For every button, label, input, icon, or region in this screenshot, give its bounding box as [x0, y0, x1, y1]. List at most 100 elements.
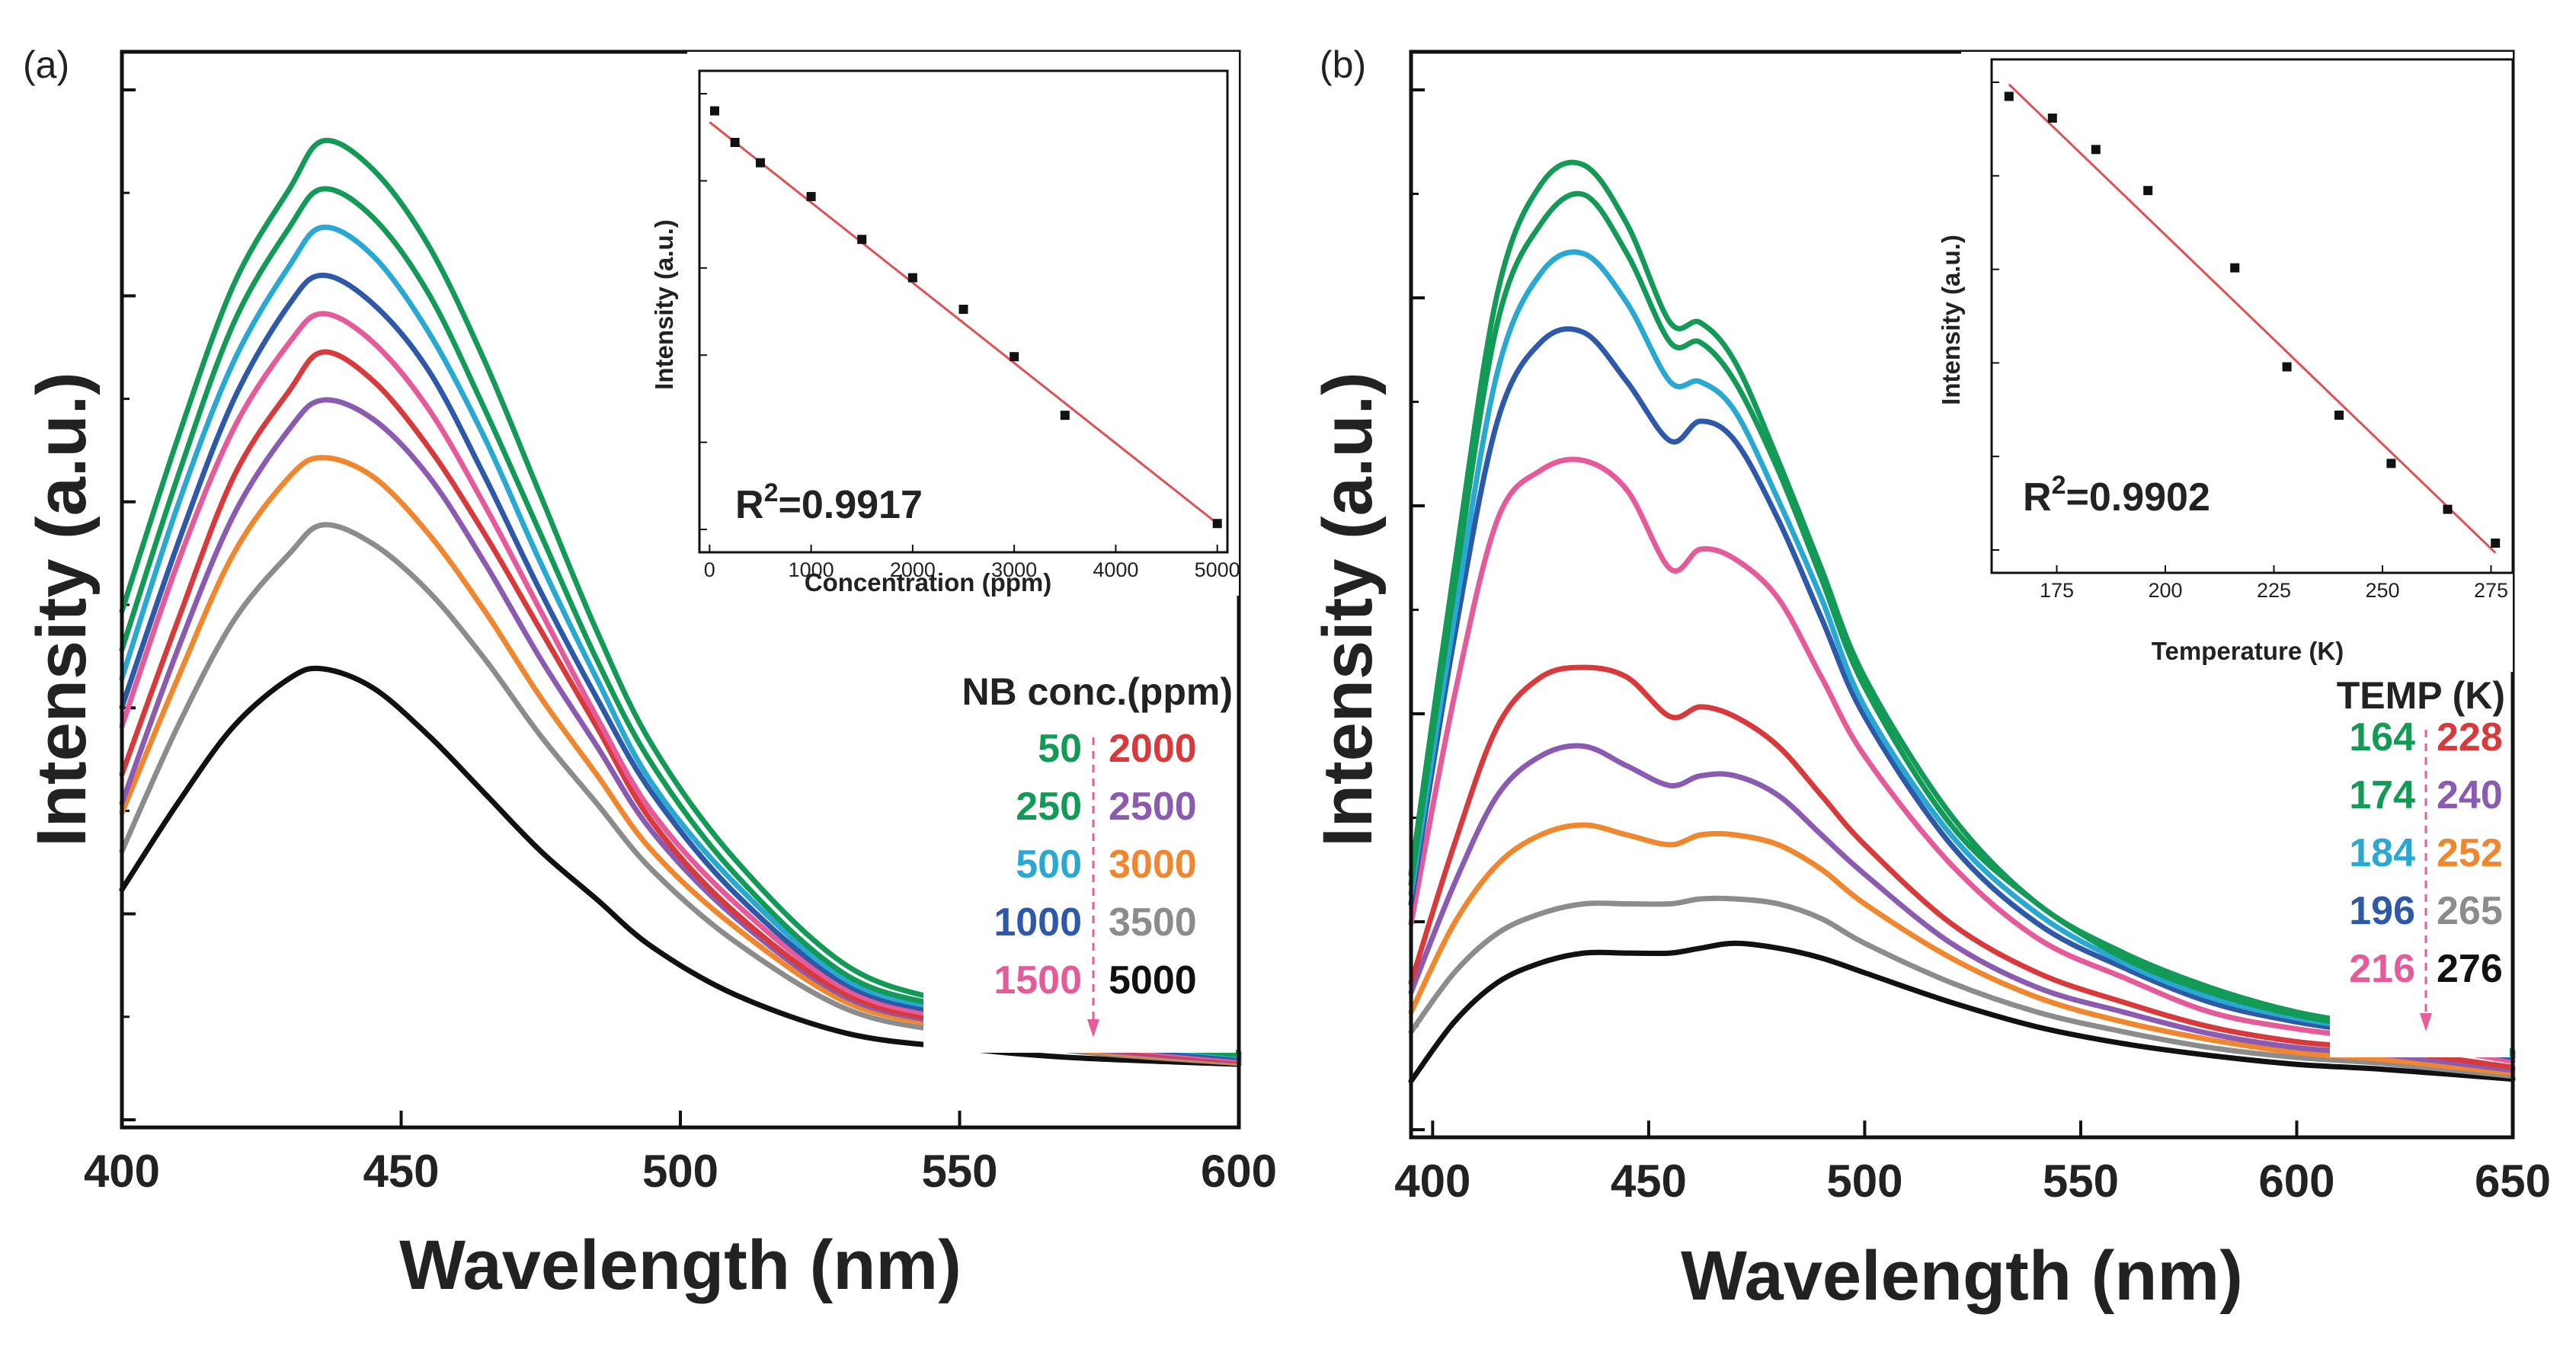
panel-b-inset-x-tick-label: 200: [2148, 579, 2182, 602]
panel-a-x-tick-label: 550: [921, 1146, 997, 1197]
panel-b-series-240: [1408, 743, 2516, 1073]
panel-b-inset-ticks: 175 200 225 250 275: [1992, 82, 2508, 602]
panel-a-inset-r2: R2=0.9917: [735, 478, 923, 527]
panel-b-series-216: [1408, 456, 2516, 1064]
panel-b-inset-point: [2004, 91, 2014, 101]
panel-a-legend-arrow-icon: [1087, 1019, 1099, 1038]
panel-a-inset-y-label: Intensity (a.u.): [650, 219, 678, 390]
panel-a-legend-entry: 500: [1016, 843, 1082, 887]
panel-b-x-tick-label: 650: [2475, 1156, 2551, 1207]
panel-b-inset-point: [2047, 114, 2057, 123]
panel-b-series-174: [1408, 190, 2516, 1057]
panel-b-series-252: [1408, 822, 2516, 1076]
panel-a-inset-point: [730, 138, 740, 147]
panel-a-series-250: [119, 186, 1242, 1057]
panel-b-inset-x-tick-label: 275: [2474, 579, 2508, 602]
panel-a-x-tick-label: 500: [642, 1146, 718, 1197]
panel-b-inset-x-tick-label: 250: [2365, 579, 2399, 602]
panel-b-inset-points: [2004, 91, 2501, 548]
panel-a-legend-left: 50 250 500 1000 1500: [994, 727, 1082, 1002]
panel-b-legend-entry: 196: [2349, 889, 2415, 933]
panel-a-inset-x-label: Concentration (ppm): [805, 568, 1051, 596]
panel-b-inset-point: [2282, 362, 2292, 372]
panel-a-inset-x-tick-label: 1000: [789, 558, 834, 581]
panel-b-inset-background: [1961, 52, 2513, 672]
panel-b-series-228: [1408, 664, 2516, 1070]
panel-b-legend-arrow-icon: [2420, 1013, 2432, 1031]
panel-b-x-tick-label: 550: [2043, 1156, 2119, 1207]
panel-b-legend-right: 228 240 252 265 276: [2437, 715, 2503, 991]
panel-b-label: (b): [1320, 43, 1366, 86]
panel-a-inset-x-tick-label: 5000: [1195, 558, 1240, 581]
panel-a-inset-point: [806, 192, 816, 202]
panel-b-inset-y-label: Intensity (a.u.): [1937, 235, 1965, 405]
panel-b-x-tick-label: 400: [1394, 1156, 1470, 1207]
panel-b-series-265: [1408, 895, 2516, 1079]
panel-a-inset-point: [958, 305, 968, 315]
panel-b-legend-entry: 265: [2437, 889, 2503, 933]
panel-b-inset-point: [2091, 145, 2101, 155]
panel-b-legend-entry: 240: [2437, 773, 2503, 817]
panel-b-inset-x-label: Temperature (K): [2152, 637, 2344, 665]
panel-b-series-196: [1408, 326, 2516, 1060]
panel-b-legend-left: 164 174 184 196 216: [2349, 715, 2415, 991]
panel-a-series-1000: [119, 272, 1242, 1060]
panel-a-inset-point: [709, 106, 719, 116]
panel-a-inset-ticks: 0 1000 2000 3000 4000 5000: [699, 93, 1240, 581]
panel-b-inset-point: [2443, 504, 2453, 514]
panel-b-inset-point: [2386, 459, 2396, 468]
panel-b-x-axis-label: Wavelength (nm): [1681, 1237, 2243, 1315]
panel-a-legend-entry: 50: [1038, 727, 1082, 771]
panel-b: (b) 400 450 500 550 600 650 Intensity (a.u.) …: [1309, 43, 2551, 1315]
panel-a-inset-point: [907, 273, 917, 283]
panel-a-inset-x-tick-label: 3000: [991, 558, 1037, 581]
panel-a-legend: NB conc.(ppm) 50 250 500 1000 1500 2000 2500 3…: [923, 657, 1236, 1053]
panel-a-legend-entry: 2500: [1109, 785, 1197, 829]
panel-b-inset: 175 200 225 250 275 Intensity (a.u.) Tempera…: [1937, 52, 2514, 672]
panel-a-legend-entry: 5000: [1109, 958, 1197, 1002]
panel-a-legend-entry: 1000: [994, 900, 1082, 945]
panel-a-inset-points: [709, 106, 1222, 529]
panel-a-legend-entry: 250: [1016, 785, 1082, 829]
panel-a-x-tick-label: 450: [363, 1146, 439, 1197]
panel-b-legend-entry: 216: [2349, 947, 2415, 991]
panel-a-inset-point: [857, 235, 867, 245]
panel-b-legend-title: TEMP (K): [2337, 674, 2505, 717]
panel-a-series-50: [119, 137, 1242, 1056]
panel-b-x-tick-label: 600: [2258, 1156, 2334, 1207]
panel-a-x-tick-label: 600: [1201, 1146, 1277, 1197]
panel-a-series-500: [119, 224, 1242, 1059]
panel-a-legend-entry: 1500: [994, 958, 1082, 1002]
panel-b-x-tick-label: 500: [1826, 1156, 1902, 1207]
panel-a-inset-fit-line: [709, 121, 1218, 525]
panel-b-legend: TEMP (K) 164 174 184 196 216 228 240 252 265 276: [2330, 674, 2510, 1057]
panel-b-legend-entry: 228: [2437, 715, 2503, 759]
panel-b-legend-entry: 276: [2437, 947, 2503, 991]
panel-a-inset-point: [1010, 352, 1019, 362]
panel-b-y-axis-label: Intensity (a.u.): [1309, 372, 1387, 847]
panel-b-legend-background: [2330, 676, 2510, 1057]
panel-b-legend-entry: 164: [2349, 715, 2415, 759]
panel-b-inset-x-tick-label: 225: [2257, 579, 2291, 602]
panel-b-inset-fit-line: [2008, 83, 2497, 554]
panel-a-legend-entry: 3000: [1109, 843, 1197, 887]
panel-b-inset-point: [2143, 186, 2153, 196]
panel-b-x-tick-label: 450: [1611, 1156, 1687, 1207]
panel-a-x-tick-label: 400: [84, 1146, 160, 1197]
panel-a-inset-frame: [698, 69, 1229, 554]
panel-a-legend-right: 2000 2500 3000 3500 5000: [1109, 727, 1197, 1002]
panel-b-series-276: [1408, 940, 2516, 1084]
panel-b-inset-point: [2230, 263, 2240, 273]
panel-a-ticks: 400 450 500 550 600: [84, 88, 1277, 1197]
panel-b-legend-entry: 174: [2349, 773, 2415, 817]
panel-a-legend-background: [923, 657, 1236, 1053]
panel-a-inset-x-tick-label: 0: [704, 558, 715, 581]
panel-a-legend-entry: 2000: [1109, 727, 1197, 771]
panel-b-legend-entry: 252: [2437, 831, 2503, 875]
panel-a-inset: 0 1000 2000 3000 4000 5000 Intensity (a.u.) C…: [650, 52, 1240, 596]
panel-a-legend-title: NB conc.(ppm): [962, 670, 1233, 713]
panel-a-inset-point: [1060, 411, 1070, 420]
panel-b-inset-x-tick-label: 175: [2040, 579, 2074, 602]
panel-a-inset-x-tick-label: 4000: [1093, 558, 1138, 581]
